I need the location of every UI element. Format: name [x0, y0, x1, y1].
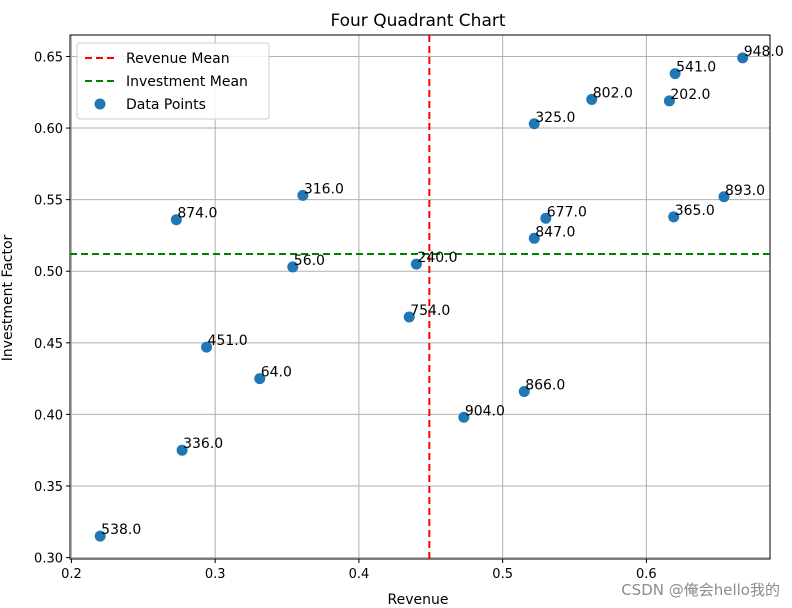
data-point — [663, 95, 675, 107]
mean-lines — [70, 35, 770, 559]
data-point — [586, 93, 598, 105]
legend-box — [76, 42, 270, 120]
data-point — [718, 191, 730, 203]
data-point — [201, 341, 213, 353]
plot-frame — [69, 34, 771, 560]
y-tick-label: 0.60 — [34, 122, 63, 137]
y-tick-label: 0.50 — [34, 265, 63, 280]
y-tick-label: 0.65 — [34, 50, 63, 65]
data-point — [176, 444, 188, 456]
x-tick-label: 0.4 — [349, 567, 370, 582]
y-tick-label: 0.30 — [34, 552, 63, 567]
y-tick-label: 0.35 — [34, 480, 63, 495]
data-point-label: 64.0 — [261, 365, 292, 381]
data-point-label: 365.0 — [675, 203, 715, 219]
x-axis-label: Revenue — [388, 592, 449, 608]
data-point — [403, 311, 415, 323]
data-point-label: 802.0 — [593, 85, 633, 101]
grid-lines — [70, 35, 770, 559]
chart-title: Four Quadrant Chart — [330, 11, 505, 31]
x-tick-label: 0.3 — [205, 567, 226, 582]
legend-entry-label: Data Points — [126, 97, 206, 113]
x-tick-label: 0.5 — [492, 567, 513, 582]
data-point-label: 904.0 — [465, 403, 505, 419]
axes: 0.2 0.3 0.4 0.5 0.6 0.30 0.35 0.40 0.45 0.50 0.55 0… — [34, 34, 771, 582]
x-tick-label: 0.2 — [61, 567, 82, 582]
y-axis-label: Investment Factor — [0, 234, 16, 361]
data-point-label: 316.0 — [304, 181, 344, 197]
x-tick-label: 0.6 — [636, 567, 657, 582]
data-point-label: 336.0 — [183, 436, 223, 452]
data-point-label: 240.0 — [417, 250, 457, 266]
watermark-text: CSDN @俺会hello我的 — [621, 581, 780, 599]
data-point-label: 677.0 — [547, 204, 587, 220]
data-point-label: 874.0 — [177, 206, 217, 222]
data-point-label: 948.0 — [744, 44, 784, 60]
data-point-label: 56.0 — [294, 253, 325, 269]
data-point-label: 754.0 — [410, 303, 450, 319]
data-point — [287, 261, 299, 273]
legend-entry-label: Revenue Mean — [126, 51, 230, 67]
legend-entry-label: Investment Mean — [126, 74, 248, 90]
data-point-label: 541.0 — [676, 60, 716, 76]
data-point — [737, 52, 749, 64]
data-point — [254, 373, 266, 385]
data-point — [540, 212, 552, 224]
y-tick-label: 0.40 — [34, 408, 63, 423]
data-point — [297, 189, 309, 201]
data-points: 948.0 541.0 802.0 202.0 325.0 316.0 893.0 365.0… — [94, 44, 784, 542]
data-point — [669, 68, 681, 80]
data-point-label: 893.0 — [725, 183, 765, 199]
data-point — [170, 214, 182, 226]
data-point — [410, 258, 422, 270]
data-point — [668, 211, 680, 223]
data-point-label: 451.0 — [208, 333, 248, 349]
y-tick-label: 0.55 — [34, 194, 63, 209]
data-point — [458, 411, 470, 423]
data-point-label: 847.0 — [535, 224, 575, 240]
data-point-label: 325.0 — [535, 110, 575, 126]
legend: Revenue Mean Investment Mean Data Points — [76, 42, 270, 120]
data-point — [94, 530, 106, 542]
data-point-label: 538.0 — [101, 522, 141, 538]
data-point — [518, 385, 530, 397]
legend-marker-swatch — [94, 98, 106, 110]
data-point-label: 866.0 — [525, 377, 565, 393]
data-point — [528, 118, 540, 130]
data-point-label: 202.0 — [670, 87, 710, 103]
data-point — [528, 232, 540, 244]
y-tick-label: 0.45 — [34, 337, 63, 352]
